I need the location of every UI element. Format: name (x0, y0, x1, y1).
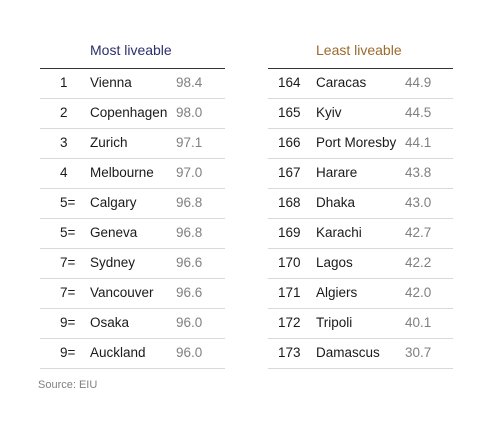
score: 43.0 (405, 195, 432, 210)
row-divider (268, 248, 453, 249)
row-divider (40, 248, 225, 249)
table-title: Least liveable (316, 42, 402, 58)
city: Zurich (90, 135, 128, 150)
row-divider (40, 98, 225, 99)
city: Algiers (316, 285, 358, 300)
row-divider (268, 338, 453, 339)
city: Vienna (90, 75, 132, 90)
row-divider (40, 188, 225, 189)
city: Sydney (90, 255, 136, 270)
score: 97.0 (176, 165, 203, 180)
row-divider (268, 368, 453, 369)
score: 96.8 (176, 225, 203, 240)
score: 30.7 (405, 345, 432, 360)
row-divider (268, 188, 453, 189)
score: 44.9 (405, 75, 432, 90)
row-divider (40, 338, 225, 339)
score: 98.4 (176, 75, 203, 90)
city: Geneva (90, 225, 138, 240)
rank: 171 (278, 285, 301, 300)
rank: 9= (60, 315, 76, 330)
header-rule (268, 68, 453, 69)
city: Port Moresby (316, 135, 397, 150)
city: Caracas (316, 75, 367, 90)
rank: 3 (60, 135, 68, 150)
header-rule (40, 68, 225, 69)
score: 44.5 (405, 105, 432, 120)
row-divider (40, 308, 225, 309)
score: 42.2 (405, 255, 432, 270)
rank: 173 (278, 345, 301, 360)
city: Auckland (90, 345, 146, 360)
rank: 170 (278, 255, 301, 270)
row-divider (268, 278, 453, 279)
rank: 5= (60, 195, 76, 210)
rank: 9= (60, 345, 76, 360)
city: Karachi (316, 225, 362, 240)
city: Lagos (316, 255, 353, 270)
row-divider (268, 218, 453, 219)
city: Harare (316, 165, 358, 180)
city: Calgary (90, 195, 137, 210)
city: Dhaka (316, 195, 356, 210)
score: 43.8 (405, 165, 432, 180)
table-title: Most liveable (90, 42, 172, 58)
rank: 166 (278, 135, 301, 150)
row-divider (268, 98, 453, 99)
row-divider (268, 158, 453, 159)
city: Copenhagen (90, 105, 168, 120)
score: 96.0 (176, 345, 203, 360)
rank: 5= (60, 225, 76, 240)
rank: 167 (278, 165, 301, 180)
rank: 172 (278, 315, 301, 330)
rank: 165 (278, 105, 301, 120)
rank: 7= (60, 255, 76, 270)
score: 96.6 (176, 255, 203, 270)
row-divider (40, 368, 225, 369)
city: Damascus (316, 345, 380, 360)
rank: 169 (278, 225, 301, 240)
city: Vancouver (90, 285, 154, 300)
score: 40.1 (405, 315, 432, 330)
rank: 164 (278, 75, 301, 90)
city: Tripoli (316, 315, 353, 330)
row-divider (40, 128, 225, 129)
row-divider (40, 218, 225, 219)
score: 42.0 (405, 285, 432, 300)
score: 96.6 (176, 285, 203, 300)
city: Melbourne (90, 165, 154, 180)
score: 97.1 (176, 135, 203, 150)
score: 42.7 (405, 225, 432, 240)
row-divider (40, 158, 225, 159)
rank: 1 (60, 75, 68, 90)
score: 96.8 (176, 195, 203, 210)
source: Source: EIU (38, 379, 98, 391)
city: Kyiv (316, 105, 342, 120)
row-divider (40, 278, 225, 279)
row-divider (268, 308, 453, 309)
city: Osaka (90, 315, 130, 330)
score: 98.0 (176, 105, 203, 120)
rank: 4 (60, 165, 68, 180)
score: 96.0 (176, 315, 203, 330)
rank: 168 (278, 195, 301, 210)
score: 44.1 (405, 135, 432, 150)
row-divider (268, 128, 453, 129)
rank: 7= (60, 285, 76, 300)
rank: 2 (60, 105, 68, 120)
